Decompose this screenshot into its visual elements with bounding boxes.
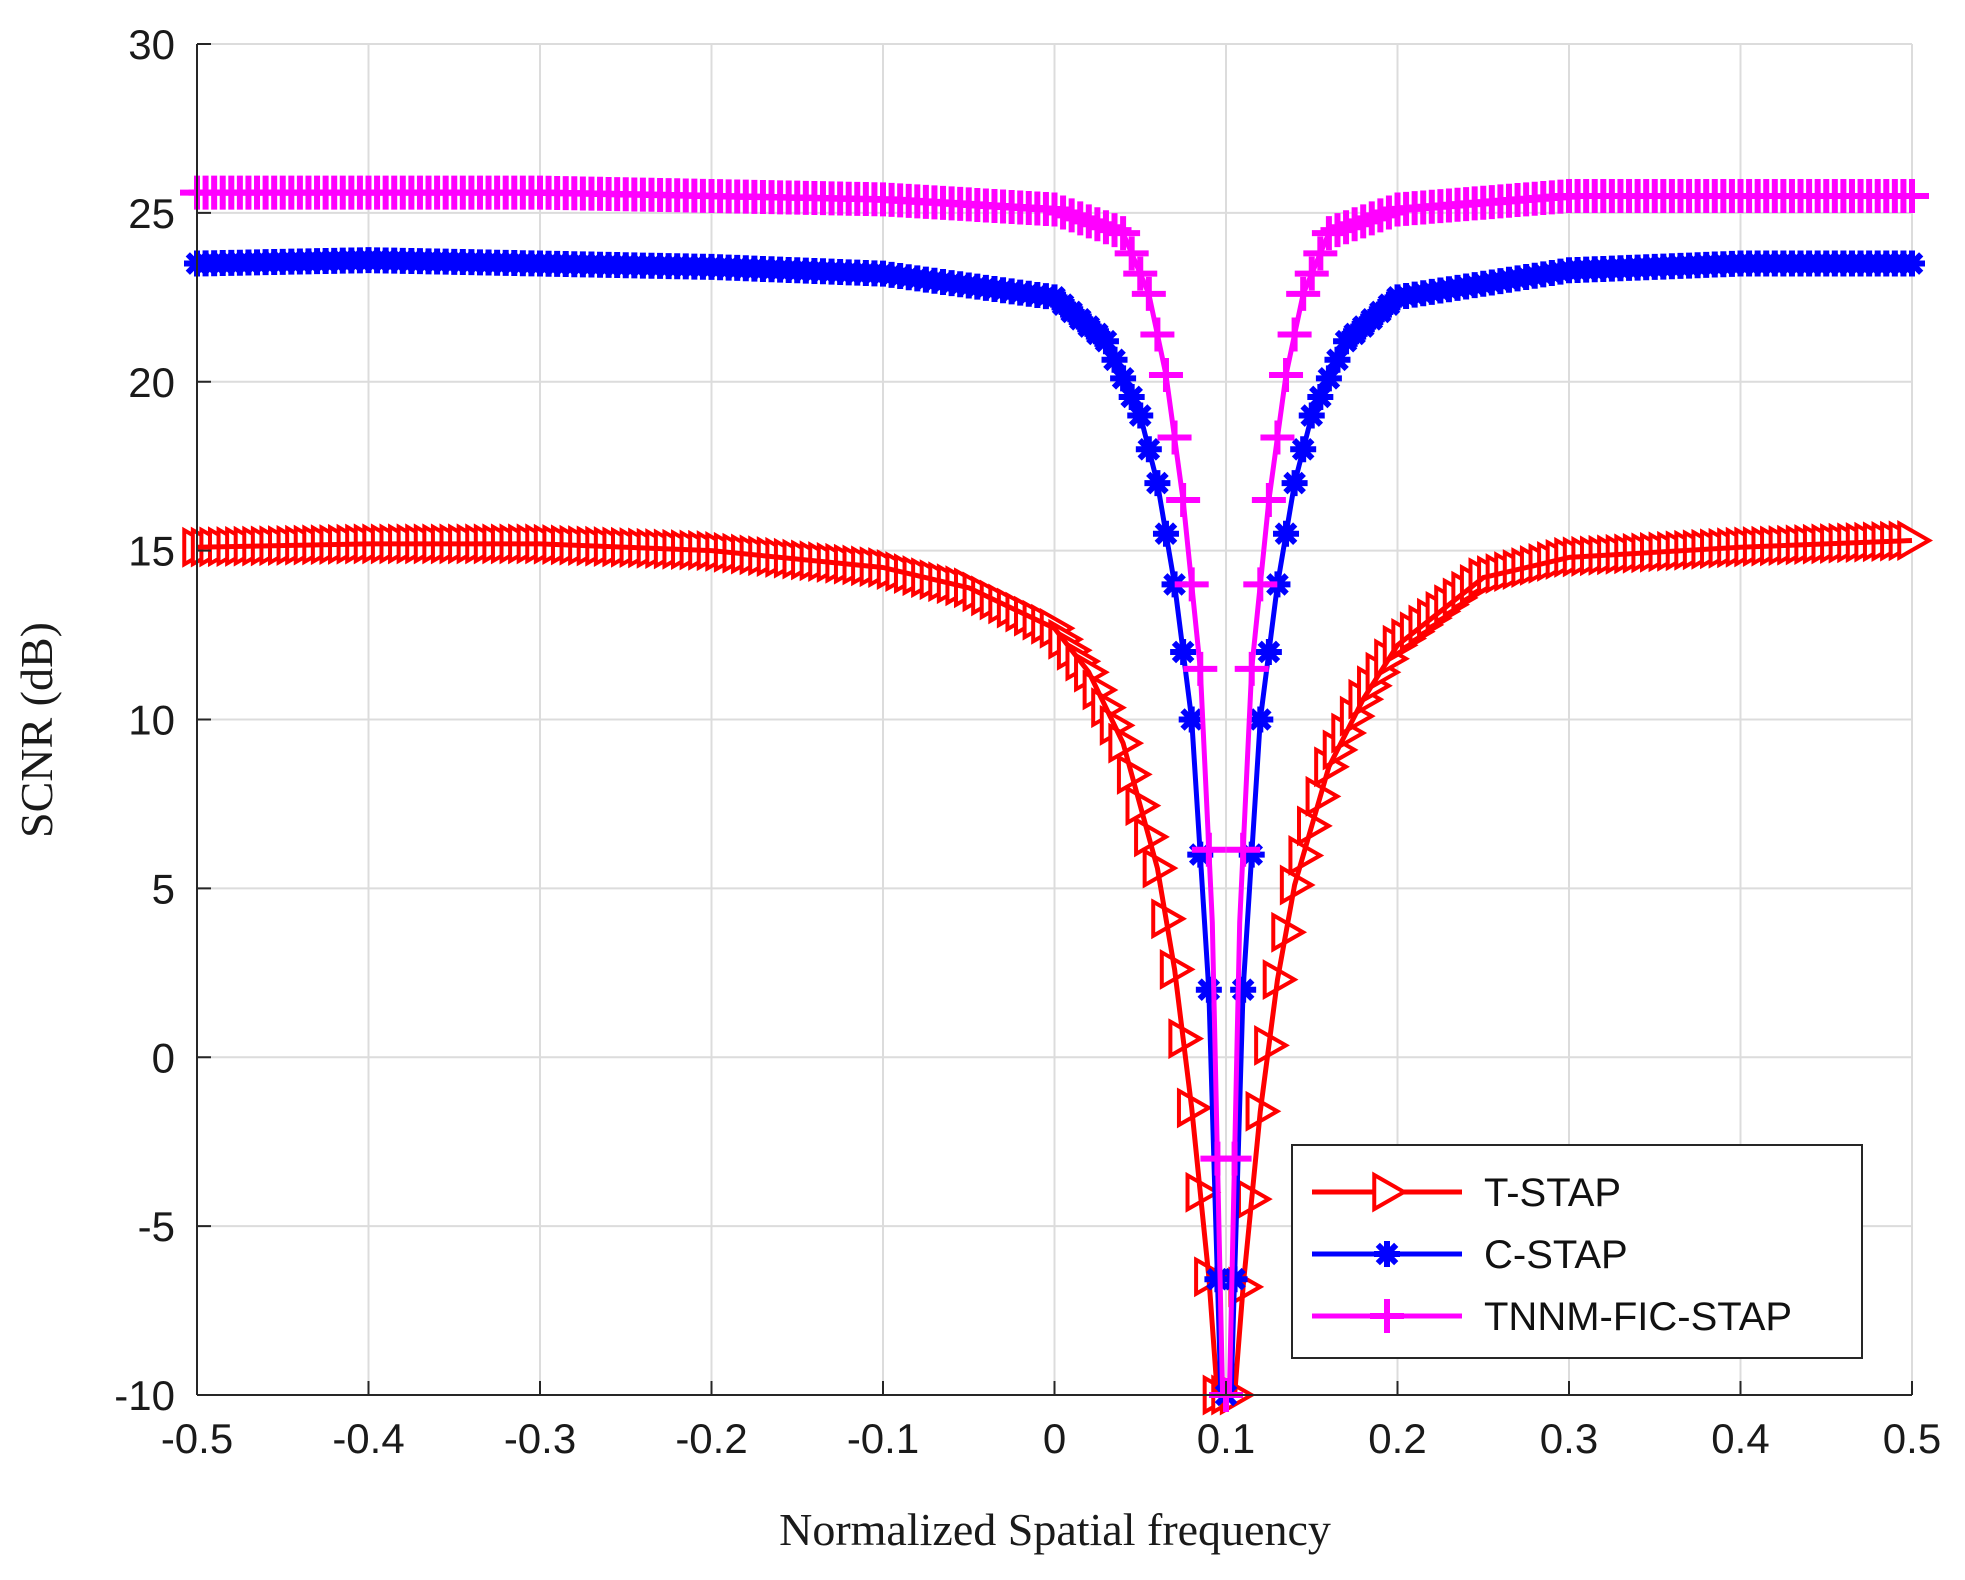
series-c-stap [184, 247, 1925, 1408]
x-tick-label: 0.3 [1540, 1415, 1598, 1462]
x-tick-label: 0.1 [1197, 1415, 1255, 1462]
legend-entry: T-STAP [1312, 1171, 1621, 1215]
y-tick-label: 30 [128, 21, 175, 68]
y-tick-label: 20 [128, 359, 175, 406]
y-tick-label: -5 [138, 1203, 175, 1250]
x-tick-label: -0.4 [332, 1415, 404, 1462]
axes [196, 43, 1913, 1396]
y-tick-label: 10 [128, 697, 175, 744]
legend-marker [1370, 1299, 1404, 1333]
x-tick-label: -0.3 [504, 1415, 576, 1462]
y-tick-label: 25 [128, 190, 175, 237]
series-line [196, 257, 1912, 1398]
x-axis-title: Normalized Spatial frequency [779, 1504, 1331, 1555]
y-tick-label: 5 [152, 865, 175, 912]
x-tick-label: 0.5 [1883, 1415, 1941, 1462]
x-tick-label: 0.4 [1711, 1415, 1769, 1462]
x-tick-label: -0.5 [161, 1415, 233, 1462]
series-t-stap [182, 520, 1934, 1416]
x-tick-label: 0.2 [1368, 1415, 1426, 1462]
tick-labels: -0.5 -0.4 -0.3 -0.2 -0.1 0 0.1 0.2 0.3 0.4 0.5 -10 -… [114, 21, 1941, 1462]
legend-entry: C-STAP [1312, 1233, 1628, 1277]
series-layer [180, 175, 1934, 1416]
legend: T-STAP C-STAP TNNM-FIC-STAP [1291, 1144, 1863, 1359]
series-tnnm-fic-stap [180, 175, 1929, 1412]
legend-label: TNNM-FIC-STAP [1484, 1295, 1792, 1339]
y-axis-title: SCNR (dB) [11, 622, 62, 838]
legend-entry: TNNM-FIC-STAP [1312, 1295, 1792, 1339]
series-line [196, 538, 1913, 1398]
legend-label: T-STAP [1484, 1171, 1621, 1215]
legend-label: C-STAP [1484, 1233, 1628, 1277]
y-tick-label: 15 [128, 528, 175, 575]
legend-marker [1374, 1241, 1400, 1267]
y-tick-label: -10 [114, 1372, 175, 1419]
y-tick-label: 0 [152, 1034, 175, 1081]
x-tick-label: -0.1 [847, 1415, 919, 1462]
legend-marker [1372, 1171, 1409, 1213]
x-tick-label: -0.2 [675, 1415, 747, 1462]
series-line [197, 190, 1912, 1398]
x-tick-label: 0 [1043, 1415, 1066, 1462]
